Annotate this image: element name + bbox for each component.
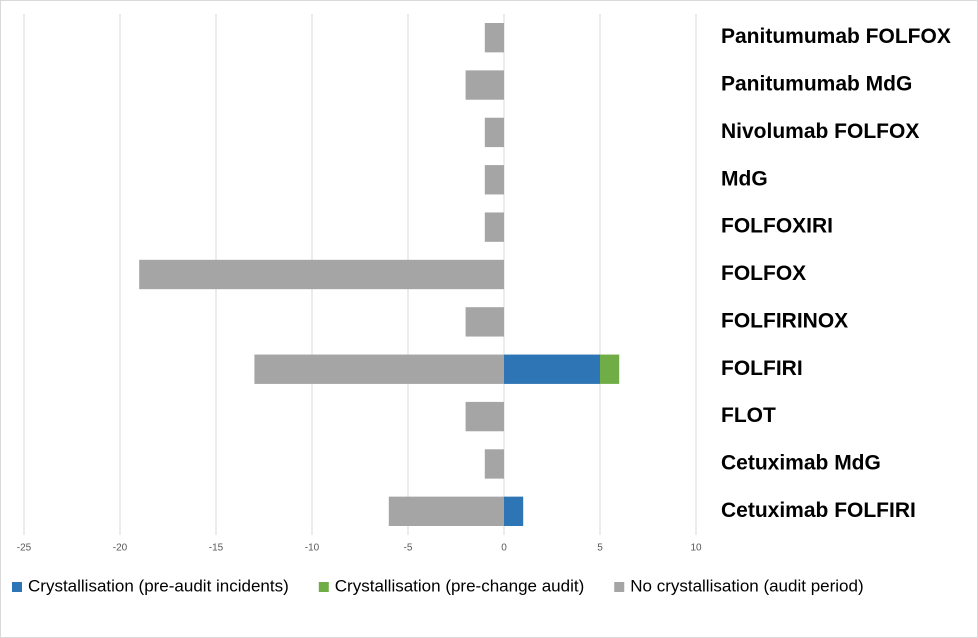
bar [504, 354, 600, 384]
legend-label: Crystallisation (pre-audit incidents) [28, 576, 289, 595]
bar [504, 496, 524, 527]
x-tick-label: -5 [404, 543, 413, 554]
category-label: Panitumumab MdG [721, 73, 912, 96]
category-label: FLOT [721, 404, 776, 427]
bar [484, 117, 504, 148]
bar [600, 354, 620, 384]
bar [465, 401, 504, 432]
x-tick-label: 0 [501, 543, 507, 554]
legend-swatch [12, 582, 22, 592]
category-label: Cetuximab MdG [721, 452, 881, 475]
category-label: FOLFIRI [721, 357, 803, 380]
x-tick-label: -10 [305, 543, 320, 554]
bar [484, 22, 504, 53]
category-label: FOLFOX [721, 262, 806, 285]
bar [484, 449, 504, 479]
legend-swatch [614, 582, 625, 592]
legend-label: No crystallisation (audit period) [630, 576, 863, 595]
legend-label: Crystallisation (pre-change audit) [335, 576, 584, 595]
category-label: MdG [721, 167, 768, 190]
bar [254, 354, 504, 384]
x-tick-label: -25 [17, 543, 32, 554]
bar [484, 212, 504, 242]
bar [388, 496, 504, 527]
category-label: FOLFOXIRI [721, 215, 833, 238]
bar [465, 307, 504, 337]
x-tick-label: -15 [209, 543, 224, 554]
bar [465, 70, 504, 100]
category-label: Nivolumab FOLFOX [721, 120, 919, 143]
bar [484, 165, 504, 195]
x-tick-label: -20 [113, 543, 128, 554]
x-tick-label: 5 [597, 543, 603, 554]
category-label: Panitumumab FOLFOX [721, 25, 951, 48]
bar [139, 259, 504, 290]
category-label: Cetuximab FOLFIRI [721, 499, 916, 522]
x-tick-label: 10 [690, 543, 702, 554]
legend-swatch [318, 582, 329, 592]
category-label: FOLFIRINOX [721, 309, 848, 332]
